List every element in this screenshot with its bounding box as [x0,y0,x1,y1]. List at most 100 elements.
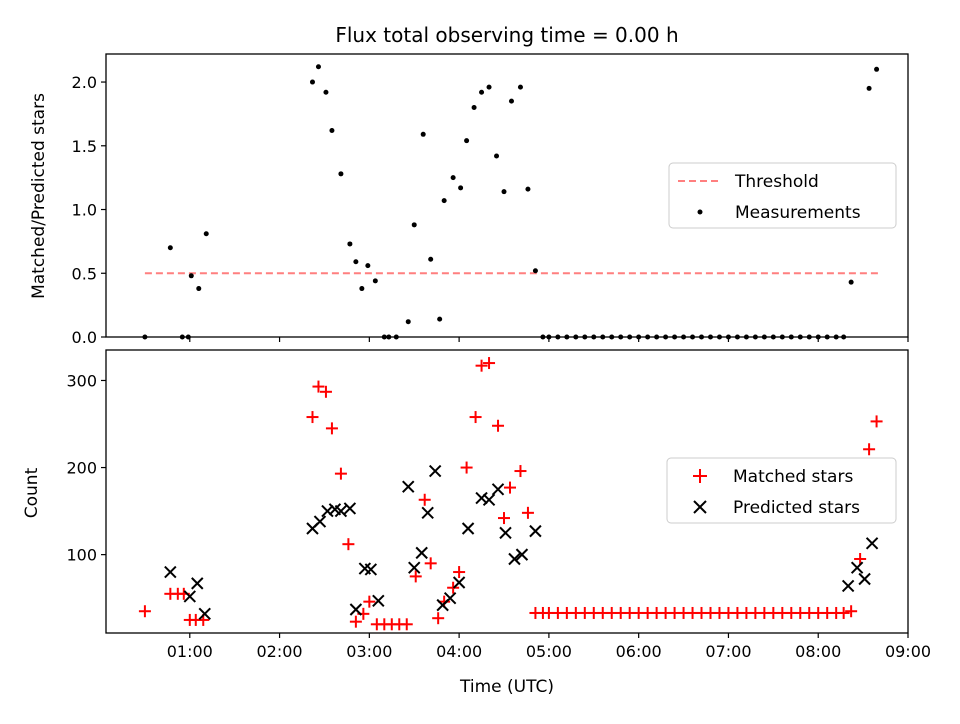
measurement-point [532,268,538,274]
matched-stars-point [319,385,332,398]
matched-stars-point [460,461,473,474]
measurement-point [188,273,194,279]
measurement-point [347,241,353,247]
y-tick-label: 0.0 [72,328,97,347]
predicted-stars-point [452,576,466,589]
predicted-stars-point [183,590,196,603]
measurement-point [323,89,329,95]
legend-measurements-marker [697,209,703,215]
predicted-stars-point [515,548,529,561]
measurement-point [203,231,209,237]
x-tick-label: 04:00 [436,642,482,661]
measurement-point [471,105,477,111]
y-tick-label: 300 [66,371,97,390]
measurement-point [167,245,173,251]
top-legend-box [668,162,897,229]
matched-stars-point [475,359,488,372]
matched-stars-point [483,357,496,370]
measurement-point [353,259,359,265]
predicted-stars-point [482,493,496,506]
measurement-point [359,286,365,292]
legend-predicted-marker [693,500,707,514]
matched-stars-point [342,538,355,551]
top-legend: Threshold Measurements [668,162,897,229]
measurement-point [372,278,378,284]
top-axes-frame [105,53,909,338]
measurement-point [866,85,872,91]
matched-stars-point [498,512,511,525]
legend-predicted-label: Predicted stars [733,498,860,518]
predicted-stars-point [858,572,871,586]
predicted-stars-point [421,506,434,520]
measurement-point [309,79,315,85]
predicted-stars-point [529,524,542,538]
matched-stars-point [409,570,422,583]
x-tick-label: 02:00 [257,642,303,661]
matched-stars-point [453,566,466,579]
matched-stars-point [418,493,431,506]
predicted-stars-point [408,561,421,574]
predicted-stars-point [415,546,428,560]
matched-stars-point [514,465,527,478]
legend-matched-label: Matched stars [733,467,853,487]
predicted-stars-point [491,483,505,496]
predicted-stars-point [343,502,357,515]
bottom-legend: Matched stars Predicted stars [666,457,897,524]
matched-stars-point [349,615,362,628]
x-tick-label: 03:00 [346,642,392,661]
predicted-stars-point [508,552,521,566]
y-tick-label: 2.0 [72,73,97,92]
legend-measurements-label: Measurements [735,203,861,223]
top-panel-title: Flux total observing time = 0.00 h [335,23,678,47]
measurement-point [848,279,854,285]
x-tick-label: 06:00 [616,642,662,661]
matched-stars-point [334,467,347,480]
measurement-point [420,131,426,137]
predicted-stars-point [191,577,204,590]
measurement-point [365,263,371,269]
matched-stars-point [521,506,534,519]
legend-matched-marker [693,469,707,483]
predicted-stars-point [313,515,327,528]
y-tick-label: 1.0 [72,201,97,220]
predicted-stars-point [443,591,457,605]
measurement-point [405,319,411,325]
bottom-x-axis-label: Time (UTC) [459,677,554,697]
predicted-stars-point [198,607,211,621]
matched-stars-point [503,481,516,494]
measurement-point [501,189,507,195]
measurement-point [428,256,434,262]
y-tick-label: 200 [66,459,97,478]
matched-stars-point [492,419,505,432]
predicted-stars-point [499,526,512,540]
predicted-stars-point [428,464,442,478]
y-tick-label: 0.5 [72,264,97,283]
bottom-plot-area: 100 200 300 01:00 02:00 03:00 04:00 05:00 06:00 0… [66,357,931,661]
matched-stars-point [312,380,325,393]
predicted-stars-point [402,480,415,493]
measurement-point [411,222,417,228]
legend-threshold-label: Threshold [734,172,819,192]
matched-stars-point [325,422,338,435]
predicted-stars-point [321,504,334,518]
matched-stars-point [469,411,482,424]
bottom-y-axis-label: Count [22,467,42,518]
matched-stars-point [837,606,850,619]
measurement-point [329,127,335,133]
bottom-legend-box [666,457,897,524]
measurement-point [315,64,321,70]
predicted-stars-point [475,491,488,505]
measurement-point [486,84,492,90]
measurement-point [450,175,456,181]
predicted-stars-point [349,603,363,616]
measurement-point [479,89,485,95]
matched-stars-point [400,618,413,631]
top-panel: Flux total observing time = 0.00 h 0.0 0.… [29,23,909,347]
matched-stars-point [854,552,867,565]
measurement-point [517,84,523,90]
matched-stars-point [863,443,876,456]
matched-stars-point [306,411,319,424]
measurement-point [494,153,500,159]
x-tick-label: 07:00 [705,642,751,661]
